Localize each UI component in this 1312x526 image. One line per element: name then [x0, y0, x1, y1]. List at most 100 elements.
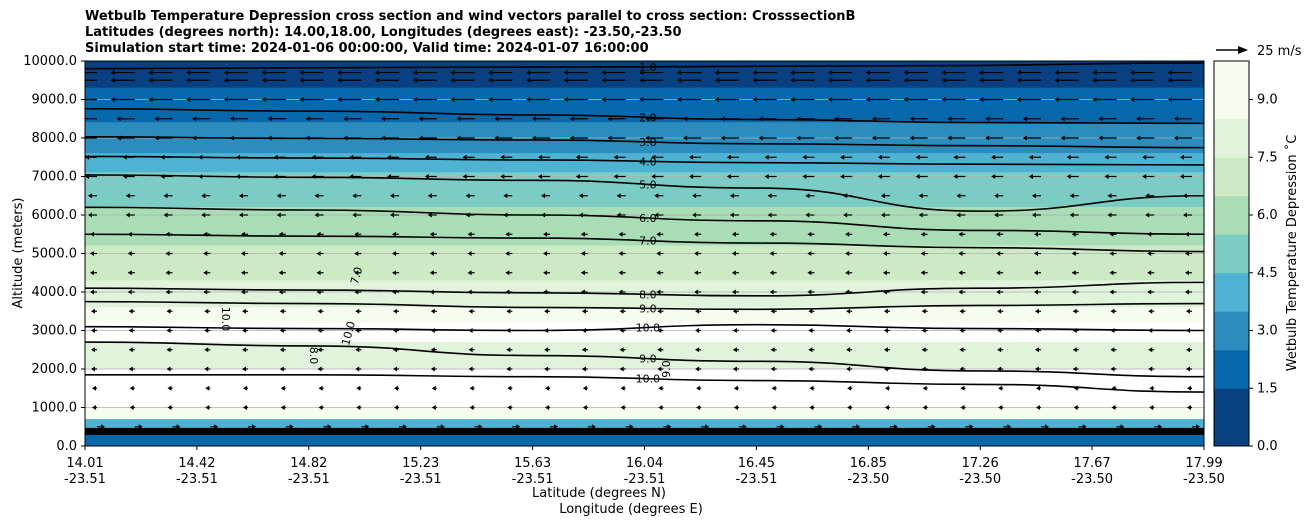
wind-vector-head-18-8: [394, 405, 399, 410]
wind-vector-head-5-18: [764, 154, 769, 160]
wind-vector-head-0-2: [148, 70, 153, 76]
wind-vector-head-13-0: [91, 308, 95, 314]
wind-vector-head-18-27: [1111, 405, 1116, 410]
x-tick-lon-label-10: -23.50: [1183, 472, 1225, 487]
wind-vector-head-3-10: [456, 116, 461, 122]
wind-vector-head-15-22: [921, 347, 926, 353]
wind-vector-head-1-23: [941, 77, 946, 83]
wind-vector-head-7-22: [918, 193, 923, 199]
wind-vector-head-11-23: [958, 270, 963, 276]
wind-vector-head-0-23: [941, 70, 946, 76]
wetbulb-depression-field: [85, 61, 1204, 446]
colorbar-segment-13: [1214, 176, 1249, 197]
wind-vector-head-5-13: [575, 154, 580, 160]
wind-vector-head-11-20: [845, 270, 850, 276]
wind-vector-head-12-26: [1071, 289, 1076, 295]
wind-vector-head-9-11: [505, 231, 510, 237]
wind-vector-head-18-7: [356, 405, 361, 410]
wind-vector-head-10-8: [392, 251, 397, 256]
wind-vector-head-11-1: [127, 270, 132, 276]
wind-vector-head-15-25: [1034, 347, 1039, 353]
wind-vector-head-10-11: [505, 251, 510, 256]
wind-vector-head-17-16: [696, 385, 701, 391]
wind-vector-head-12-0: [90, 289, 94, 295]
wind-vector-head-16-19: [808, 366, 813, 372]
wind-vector-head-10-5: [278, 251, 283, 256]
wind-vector-head-13-26: [1072, 308, 1077, 314]
x-tick-lon-label-5: -23.51: [624, 472, 666, 487]
wind-vector-head-8-16: [692, 212, 697, 218]
x-tick-lat-label-0: 14.01: [66, 456, 103, 471]
wind-vector-head-1-18: [752, 77, 757, 83]
wind-vector-head-0-6: [299, 70, 304, 76]
wind-vector-head-15-13: [581, 347, 586, 353]
wind-vector-head-2-7: [337, 97, 342, 102]
contour-label-6: 7.0: [639, 235, 657, 248]
wind-vector-head-5-19: [802, 154, 807, 160]
wind-vector-head-4-18: [758, 135, 763, 141]
wind-vector-head-13-3: [204, 308, 209, 314]
wind-vector-head-7-25: [1031, 193, 1036, 199]
wind-vector-head-0-17: [714, 70, 719, 76]
wind-vector-head-11-27: [1109, 270, 1114, 276]
wind-vector-head-12-27: [1109, 289, 1114, 295]
wind-vector-head-8-20: [843, 212, 848, 218]
contour-line-0: [85, 62, 1204, 70]
wind-vector-head-2-19: [790, 97, 795, 102]
y-tick-label-7: 7000.0: [32, 170, 78, 185]
wind-vector-head-18-12: [545, 405, 550, 410]
colorbar-segment-5: [1214, 330, 1249, 351]
colorbar-segment-1: [1214, 407, 1249, 428]
wind-vector-head-11-7: [354, 270, 359, 276]
wind-vector-head-3-7: [343, 116, 348, 122]
wind-vector-head-0-28: [1130, 70, 1135, 76]
wind-vector-head-7-19: [805, 193, 810, 199]
wind-vector-head-11-0: [90, 270, 94, 276]
wind-vector-head-7-4: [239, 193, 244, 199]
wind-vector-head-18-10: [469, 405, 474, 410]
wind-vector-head-9-21: [882, 231, 887, 237]
y-tick-label-8: 8000.0: [32, 131, 78, 146]
wind-vector-head-2-15: [639, 97, 644, 102]
contour-label-5: 6.0: [639, 212, 657, 225]
wind-vector-head-0-29: [1168, 70, 1172, 76]
colorbar-segment-8: [1214, 272, 1249, 293]
wind-vector-head-10-14: [618, 251, 623, 256]
wind-vector-head-11-10: [467, 270, 472, 276]
wind-vector-head-13-15: [657, 308, 662, 314]
wind-vector-head-8-7: [352, 212, 357, 218]
wind-vector-head-3-22: [909, 116, 914, 122]
wind-vector-head-15-4: [242, 347, 247, 353]
wind-vector-head-1-17: [714, 77, 719, 83]
wind-vector-head-18-24: [998, 405, 1003, 410]
wind-vector-head-11-15: [656, 270, 661, 276]
wind-vector-head-10-4: [241, 251, 246, 256]
wind-vector-head-17-12: [545, 385, 550, 391]
wind-vector-head-15-14: [619, 347, 624, 353]
field-band-6: [85, 245, 1204, 281]
wind-vector-head-14-20: [846, 328, 851, 333]
wind-vector-head-8-25: [1031, 212, 1036, 218]
x-tick-lat-label-5: 16.04: [626, 456, 663, 471]
wind-vector-head-9-7: [354, 231, 359, 237]
wind-vector-head-4-28: [1136, 135, 1141, 141]
wind-vector-head-1-14: [601, 77, 606, 83]
wind-vector-head-1-28: [1130, 77, 1135, 83]
wind-vector-head-15-5: [279, 347, 284, 353]
wind-vector-head-0-4: [224, 70, 229, 76]
wind-vector-head-4-26: [1060, 135, 1065, 141]
wind-vector-head-9-20: [845, 231, 850, 237]
wind-vector-head-17-13: [582, 385, 587, 391]
wind-vector-head-17-3: [205, 385, 210, 391]
wind-vector-head-9-14: [618, 231, 623, 237]
wind-vector-head-12-1: [127, 289, 132, 295]
wind-vector-head-5-22: [915, 154, 920, 160]
wind-vector-head-14-19: [808, 328, 813, 333]
wind-vector-head-7-7: [352, 193, 357, 199]
wind-vector-head-3-3: [192, 116, 197, 122]
wind-vector-head-7-16: [692, 193, 697, 199]
wind-vector-head-0-14: [601, 70, 606, 76]
wind-vector-head-3-9: [418, 116, 423, 122]
wind-vector-head-14-18: [770, 328, 775, 333]
wind-vector-head-10-20: [845, 251, 850, 256]
